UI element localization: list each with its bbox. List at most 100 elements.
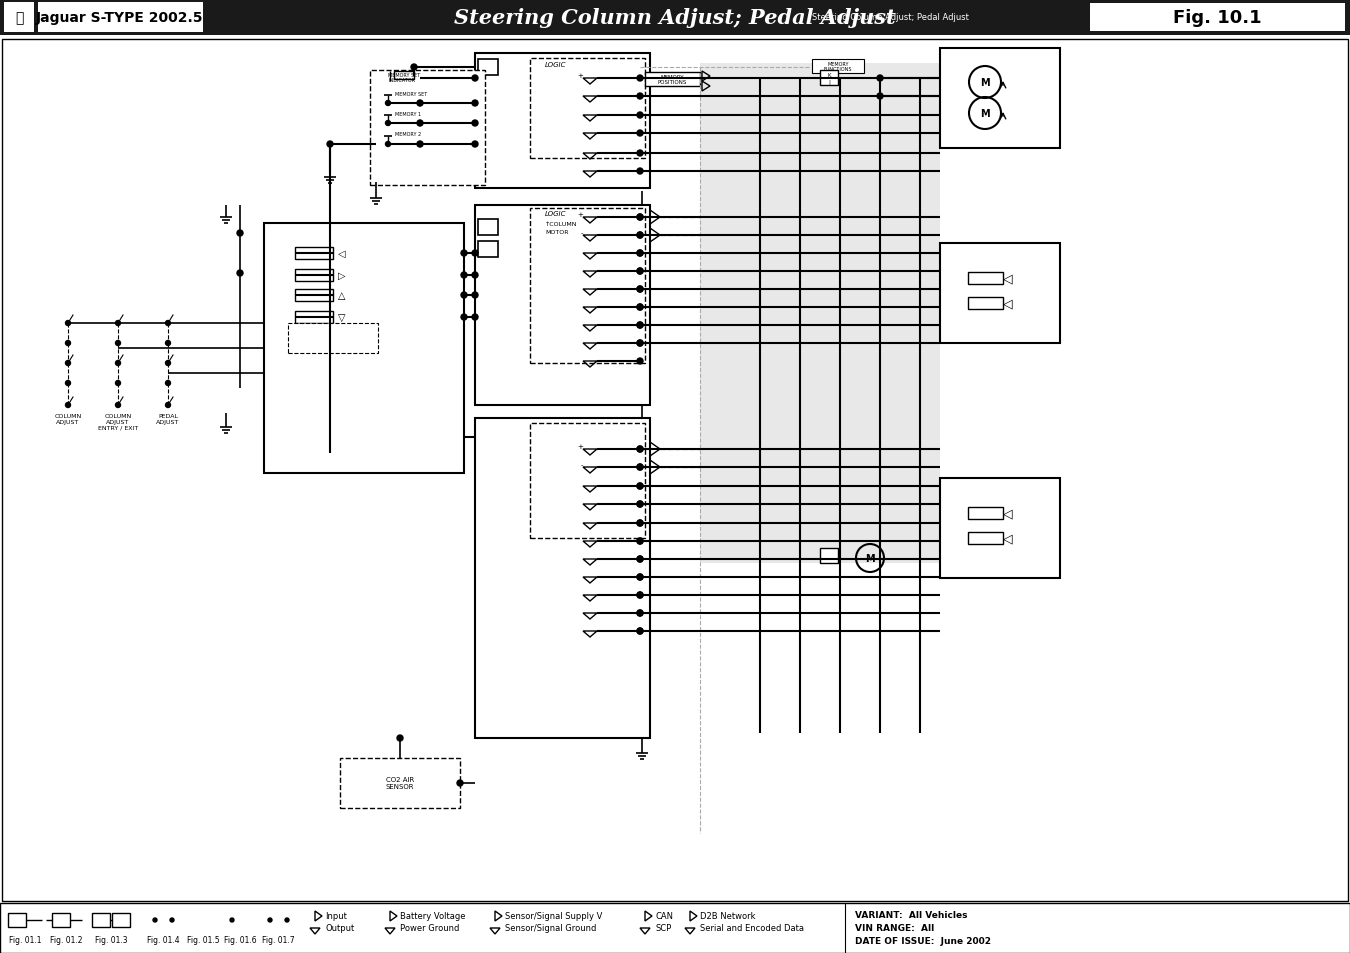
Text: CO2 AIR
SENSOR: CO2 AIR SENSOR xyxy=(386,777,414,790)
Circle shape xyxy=(238,231,243,236)
Circle shape xyxy=(637,447,643,453)
Circle shape xyxy=(637,610,643,617)
Circle shape xyxy=(637,269,643,274)
Circle shape xyxy=(166,381,170,386)
Circle shape xyxy=(637,557,643,562)
Circle shape xyxy=(637,501,643,507)
Circle shape xyxy=(637,269,643,274)
Text: MEMORY SET
INDICATOR: MEMORY SET INDICATOR xyxy=(387,72,420,83)
Circle shape xyxy=(637,214,643,221)
Circle shape xyxy=(637,538,643,544)
Circle shape xyxy=(238,271,243,276)
Circle shape xyxy=(166,403,170,408)
Text: COLUMN
ADJUST: COLUMN ADJUST xyxy=(54,414,81,424)
Bar xyxy=(38,3,202,33)
Circle shape xyxy=(637,287,643,293)
Text: Steering Column Adjust; Pedal Adjust: Steering Column Adjust; Pedal Adjust xyxy=(454,8,896,28)
Circle shape xyxy=(637,305,643,311)
Circle shape xyxy=(637,94,643,100)
Text: Input: Input xyxy=(325,911,347,921)
Text: MEMORY
POSITIONS: MEMORY POSITIONS xyxy=(657,74,687,86)
Text: ◁: ◁ xyxy=(338,249,346,258)
Bar xyxy=(968,507,1003,519)
Text: +: + xyxy=(578,73,583,79)
Text: D2B Network: D2B Network xyxy=(701,911,756,921)
Bar xyxy=(296,290,333,302)
Bar xyxy=(1085,3,1345,33)
Circle shape xyxy=(460,251,467,256)
Circle shape xyxy=(170,918,174,923)
Text: COLUMN
ADJUST
ENTRY / EXIT: COLUMN ADJUST ENTRY / EXIT xyxy=(99,414,138,430)
Circle shape xyxy=(386,142,390,148)
Circle shape xyxy=(637,287,643,293)
Bar xyxy=(531,59,645,159)
Bar xyxy=(478,60,498,76)
Bar xyxy=(531,423,645,538)
Text: Fig. 01.7: Fig. 01.7 xyxy=(262,936,294,944)
Bar xyxy=(819,548,838,563)
Text: ◁: ◁ xyxy=(1003,507,1012,520)
Circle shape xyxy=(417,101,423,107)
Bar xyxy=(394,71,414,80)
Circle shape xyxy=(66,341,70,346)
Text: LOGIC: LOGIC xyxy=(545,211,567,216)
Circle shape xyxy=(166,321,170,326)
Text: Sensor/Signal Supply V: Sensor/Signal Supply V xyxy=(505,911,602,921)
Circle shape xyxy=(417,101,423,107)
Bar xyxy=(811,60,864,74)
Circle shape xyxy=(637,483,643,490)
Text: +: + xyxy=(578,443,583,450)
Circle shape xyxy=(460,293,467,298)
Text: Battery Voltage: Battery Voltage xyxy=(400,911,466,921)
Circle shape xyxy=(460,273,467,278)
Text: Fig. 01.5: Fig. 01.5 xyxy=(188,936,220,944)
Text: Fig. 01.6: Fig. 01.6 xyxy=(224,936,256,944)
Circle shape xyxy=(637,151,643,157)
Bar xyxy=(296,248,333,260)
Bar xyxy=(645,73,701,87)
Circle shape xyxy=(116,341,120,346)
Text: VARIANT:  All Vehicles: VARIANT: All Vehicles xyxy=(855,910,968,920)
Text: M: M xyxy=(980,78,990,88)
Circle shape xyxy=(460,314,467,320)
Text: MEMORY
FUNCTIONS: MEMORY FUNCTIONS xyxy=(824,62,852,72)
Bar xyxy=(265,224,464,474)
Bar xyxy=(940,49,1060,149)
Text: Serial and Encoded Data: Serial and Encoded Data xyxy=(701,923,805,933)
Bar xyxy=(819,71,838,86)
Bar xyxy=(4,3,34,33)
Text: -: - xyxy=(580,230,583,235)
Circle shape xyxy=(327,142,333,148)
Circle shape xyxy=(116,403,120,408)
Text: ↑COLUMN: ↑COLUMN xyxy=(545,221,578,226)
Circle shape xyxy=(637,501,643,507)
Text: △: △ xyxy=(338,291,346,301)
Circle shape xyxy=(637,323,643,329)
Circle shape xyxy=(472,314,478,320)
Circle shape xyxy=(637,214,643,221)
Circle shape xyxy=(417,142,423,148)
Bar xyxy=(0,903,1350,953)
Circle shape xyxy=(166,361,170,366)
Circle shape xyxy=(637,251,643,256)
Text: ▷: ▷ xyxy=(338,271,346,281)
Circle shape xyxy=(637,131,643,137)
Text: MEMORY 2: MEMORY 2 xyxy=(396,132,421,137)
Bar xyxy=(8,913,26,927)
Circle shape xyxy=(637,610,643,617)
Circle shape xyxy=(637,340,643,347)
Circle shape xyxy=(637,575,643,580)
Circle shape xyxy=(637,538,643,544)
Circle shape xyxy=(66,381,70,386)
Bar xyxy=(531,209,645,364)
Bar xyxy=(968,297,1003,310)
Bar xyxy=(370,71,485,186)
Circle shape xyxy=(637,520,643,526)
Circle shape xyxy=(66,321,70,326)
Text: Fig. 01.3: Fig. 01.3 xyxy=(95,936,127,944)
Bar xyxy=(940,244,1060,344)
Circle shape xyxy=(637,76,643,82)
Circle shape xyxy=(878,94,883,100)
Text: DATE OF ISSUE:  June 2002: DATE OF ISSUE: June 2002 xyxy=(855,937,991,945)
Circle shape xyxy=(472,142,478,148)
